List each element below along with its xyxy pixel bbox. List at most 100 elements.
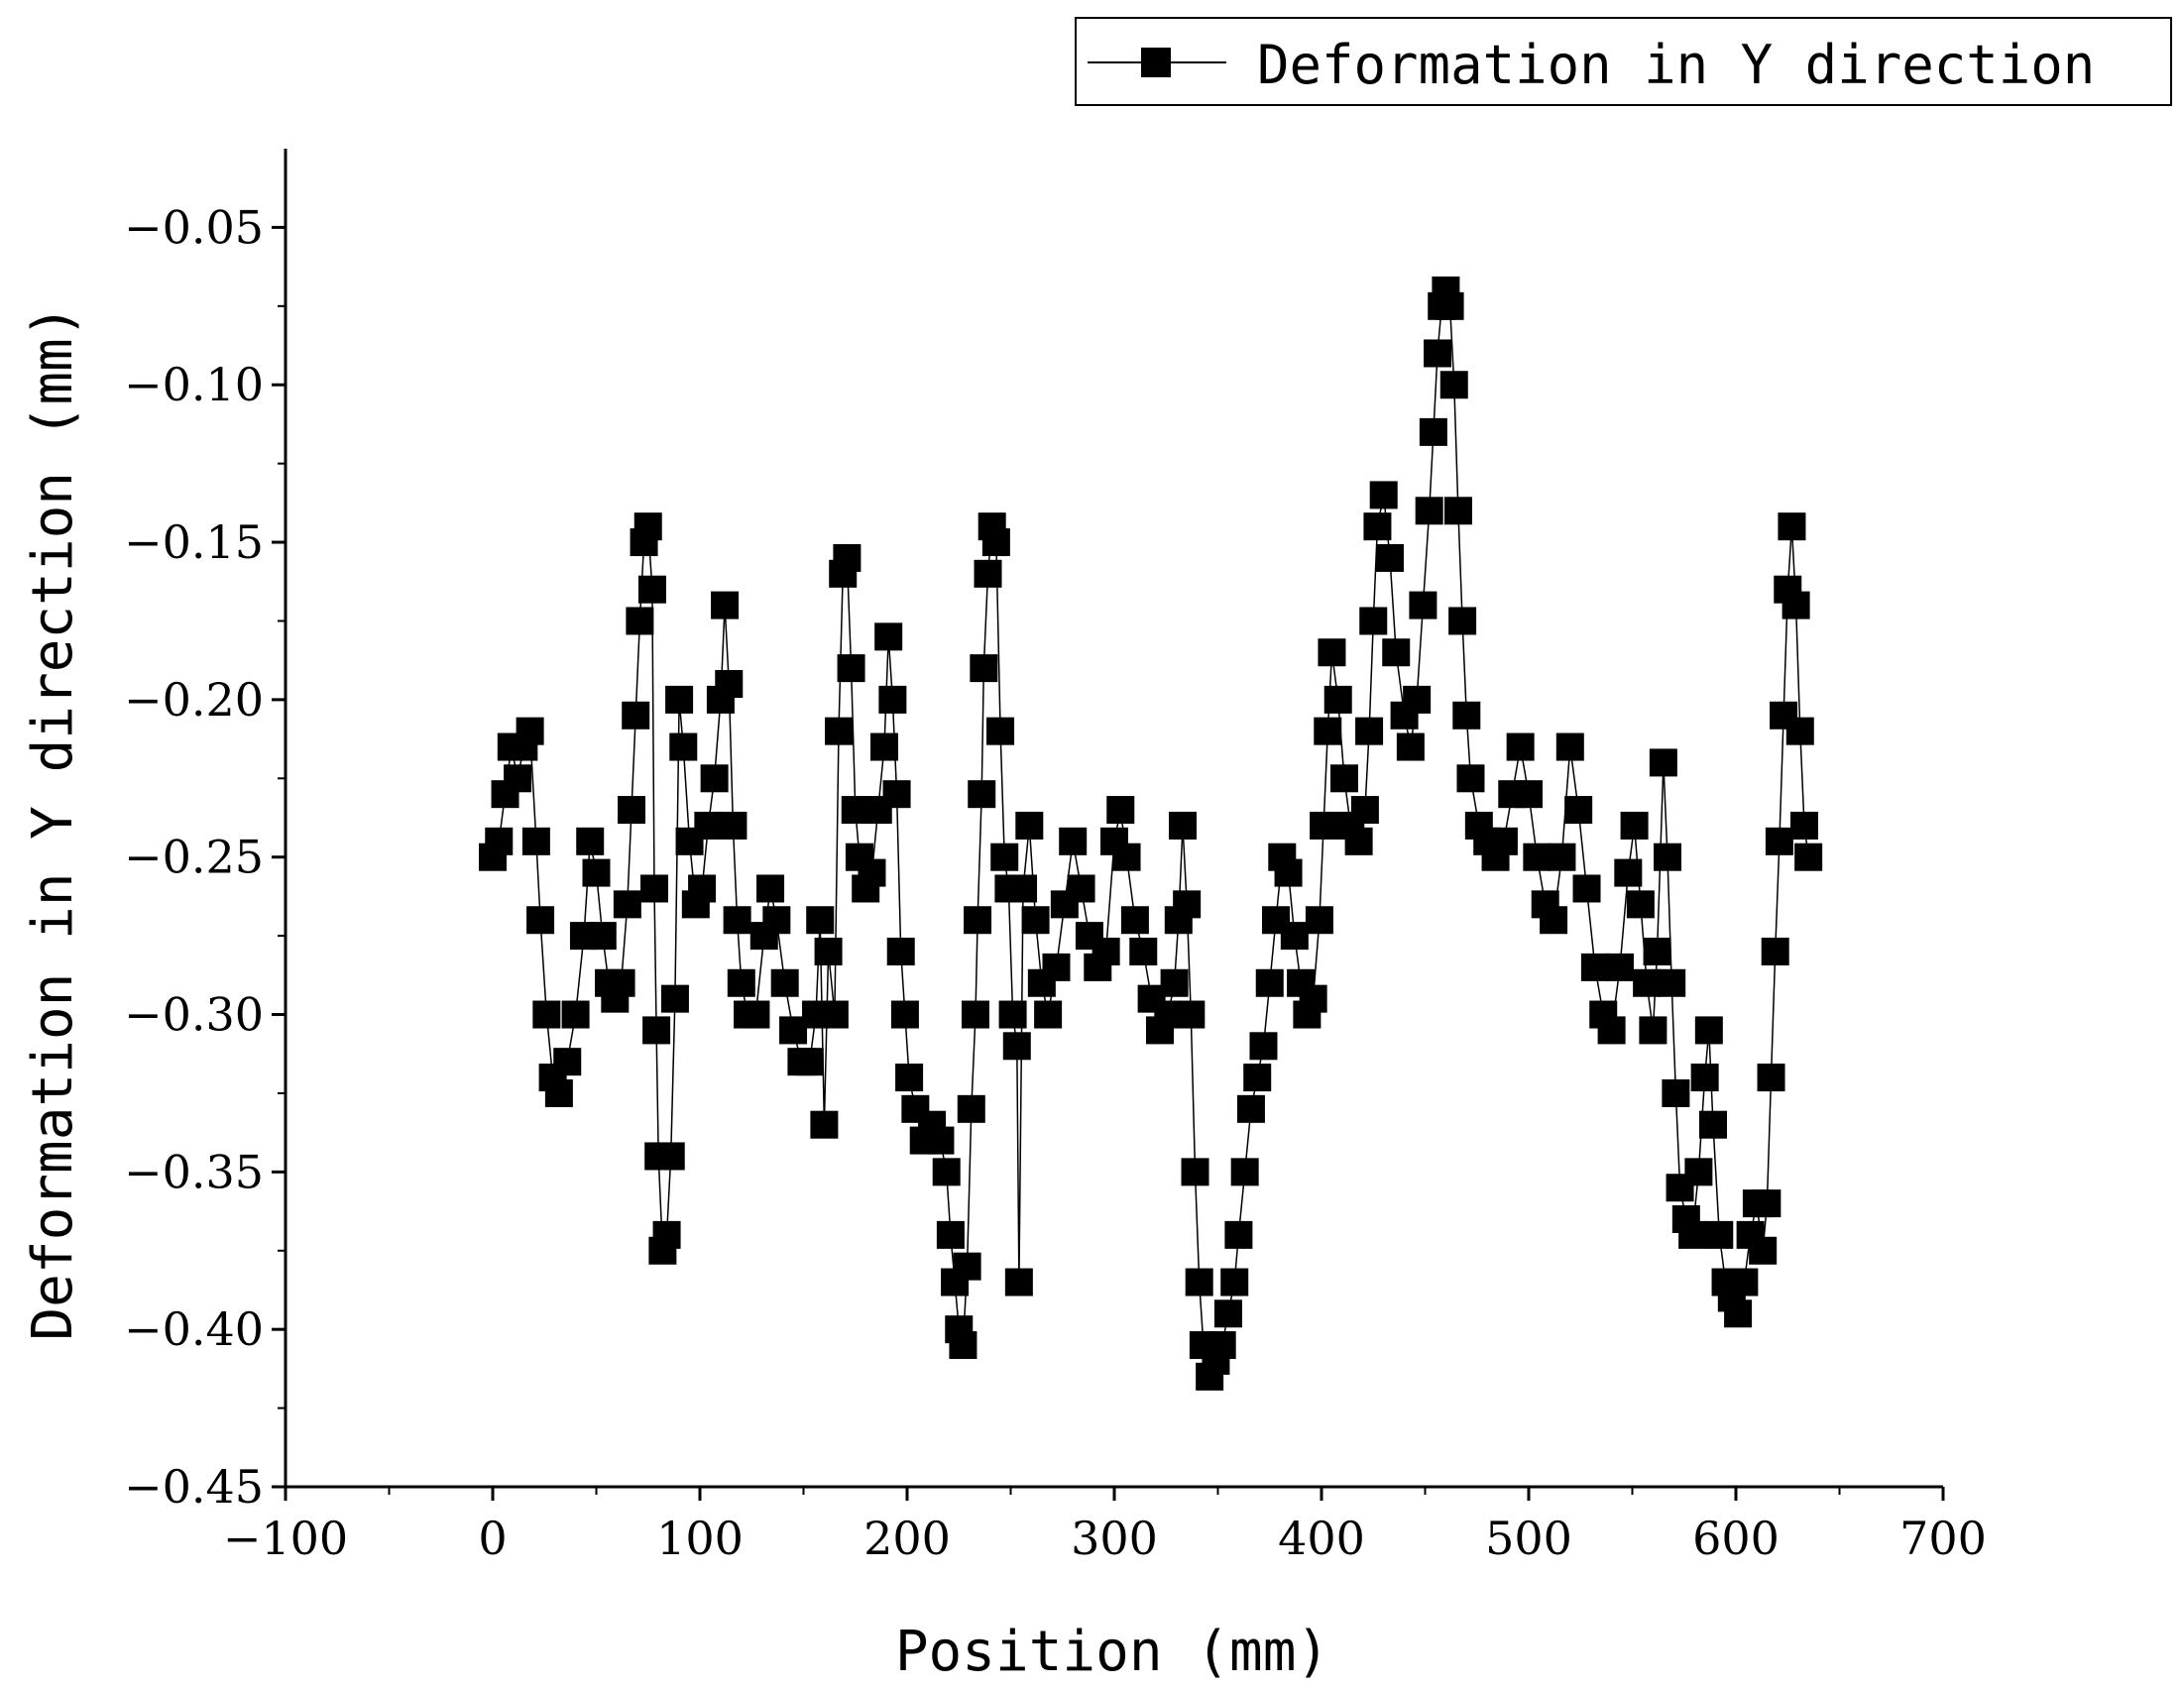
- legend-label: Deformation in Y direction: [1257, 34, 2095, 96]
- data-point: [1181, 1158, 1209, 1186]
- legend: Deformation in Y direction: [1075, 17, 2172, 106]
- data-point: [1160, 968, 1189, 997]
- data-point: [1224, 1220, 1253, 1249]
- data-point: [1280, 922, 1309, 951]
- data-point: [1120, 906, 1149, 935]
- data-point: [837, 654, 865, 683]
- data-point: [1620, 811, 1649, 840]
- data-point: [1690, 1064, 1719, 1092]
- data-point: [1168, 811, 1197, 840]
- data-point: [669, 732, 698, 761]
- data-point: [1649, 748, 1677, 777]
- data-point: [762, 906, 791, 935]
- data-point: [516, 717, 544, 745]
- data-point: [715, 670, 744, 698]
- series-points: [479, 276, 1823, 1391]
- data-point: [1757, 1064, 1785, 1092]
- data-point: [1699, 1110, 1728, 1139]
- y-tick-label: −0.20: [124, 673, 264, 727]
- data-point: [532, 1000, 561, 1029]
- data-point: [1355, 717, 1384, 745]
- data-point: [968, 780, 996, 809]
- data-point: [1448, 607, 1477, 635]
- data-point: [886, 938, 915, 965]
- data-point: [895, 1064, 924, 1092]
- data-point: [882, 780, 911, 809]
- y-tick-label: −0.35: [124, 1145, 264, 1198]
- data-point: [1626, 890, 1655, 919]
- data-point: [1782, 591, 1810, 619]
- data-point: [1424, 339, 1452, 368]
- data-point: [1323, 685, 1352, 714]
- data-point: [1789, 811, 1818, 840]
- data-point: [890, 1000, 919, 1029]
- data-point: [1207, 1331, 1236, 1360]
- data-point: [576, 827, 605, 855]
- data-point: [1580, 953, 1609, 981]
- data-point: [1749, 1236, 1778, 1265]
- data-point: [588, 922, 617, 951]
- data-point: [1694, 1016, 1723, 1045]
- data-point: [1639, 1016, 1667, 1045]
- data-point: [582, 858, 611, 887]
- data-point: [1452, 701, 1481, 730]
- x-tick-label: 0: [478, 1512, 507, 1565]
- data-point: [652, 1220, 681, 1249]
- data-point: [820, 1000, 849, 1029]
- data-point: [825, 717, 854, 745]
- data-point: [1633, 968, 1662, 997]
- data-point: [1678, 1220, 1707, 1249]
- data-point: [1009, 874, 1038, 903]
- data-point: [1456, 764, 1485, 793]
- data-point: [1419, 417, 1447, 446]
- data-point: [1555, 732, 1584, 761]
- data-point: [1314, 717, 1342, 745]
- data-point: [544, 1078, 573, 1107]
- data-point: [656, 1142, 685, 1171]
- data-point: [719, 811, 747, 840]
- data-point: [874, 622, 903, 651]
- data-point: [1173, 890, 1202, 919]
- data-point: [1614, 858, 1643, 887]
- data-point: [485, 827, 514, 855]
- data-point: [770, 968, 799, 997]
- y-tick-label: −0.10: [124, 358, 264, 411]
- data-point: [1753, 1189, 1782, 1218]
- data-point: [1564, 796, 1593, 825]
- y-tick-label: −0.30: [124, 988, 264, 1042]
- data-point: [810, 1110, 839, 1139]
- data-point: [1506, 732, 1535, 761]
- data-point: [1344, 827, 1373, 855]
- data-point: [1382, 638, 1411, 667]
- data-point: [521, 827, 550, 855]
- data-point: [1042, 953, 1071, 981]
- data-point: [642, 1016, 671, 1045]
- data-point: [833, 543, 862, 572]
- y-tick-label: −0.40: [124, 1302, 264, 1356]
- data-point: [1730, 1268, 1759, 1296]
- data-point: [936, 1220, 965, 1249]
- y-tick-label: −0.45: [124, 1460, 264, 1514]
- data-point: [1177, 1000, 1206, 1029]
- data-point: [1705, 1220, 1734, 1249]
- data-point: [1213, 1299, 1242, 1328]
- data-point: [1034, 1000, 1063, 1029]
- data-point: [700, 764, 729, 793]
- data-point: [932, 1158, 961, 1186]
- y-tick-label: −0.05: [124, 200, 264, 254]
- data-point: [870, 732, 899, 761]
- data-point: [1765, 827, 1793, 855]
- data-point: [1230, 1158, 1259, 1186]
- data-point: [756, 874, 785, 903]
- data-point: [1572, 874, 1601, 903]
- x-axis-title: Position (mm): [895, 1620, 1329, 1684]
- data-point: [1540, 906, 1568, 935]
- data-point: [607, 968, 635, 997]
- data-point: [1236, 1094, 1265, 1123]
- data-point: [981, 528, 1010, 557]
- y-axis-title: Deformation in Y direction (mm): [21, 304, 85, 1340]
- data-point: [665, 685, 694, 714]
- data-point: [990, 843, 1019, 871]
- data-point: [1092, 938, 1120, 965]
- data-point: [974, 559, 1002, 588]
